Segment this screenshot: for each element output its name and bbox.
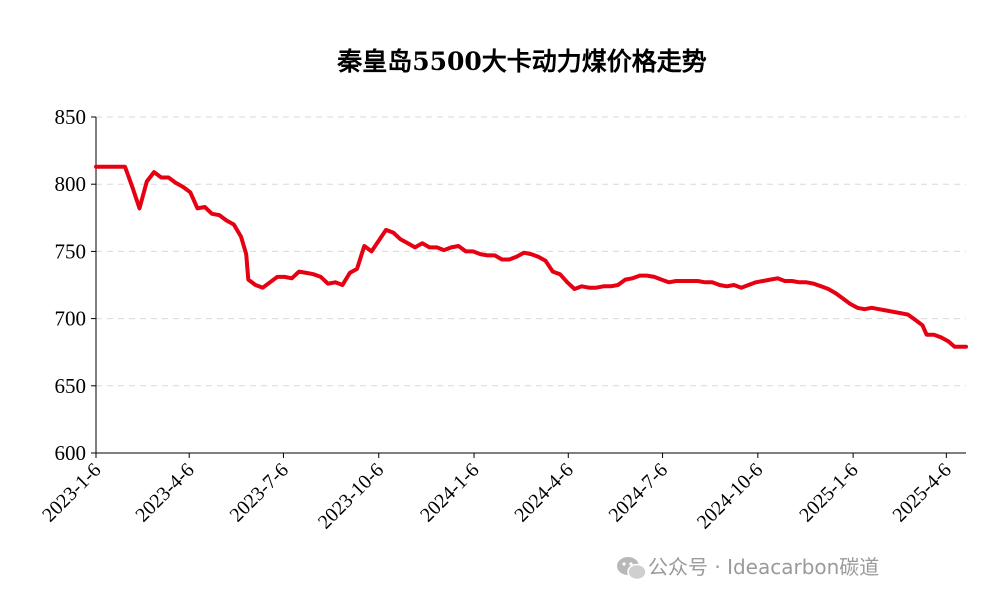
x-tick-label: 2023-10-6 — [314, 459, 388, 533]
wechat-icon — [617, 557, 647, 581]
x-tick-label: 2025-4-6 — [888, 459, 955, 526]
x-tick-label: 2024-1-6 — [416, 459, 483, 526]
grid-lines — [96, 116, 966, 387]
y-tick-label: 850 — [55, 105, 87, 129]
watermark-text: 公众号 · Ideacarbon碳道 — [648, 555, 879, 579]
x-tick-label: 2023-4-6 — [131, 459, 198, 526]
y-tick-label: 650 — [55, 374, 87, 398]
y-tick-label: 700 — [55, 307, 87, 331]
watermark: 公众号 · Ideacarbon碳道 — [617, 555, 879, 581]
x-axis-ticks: 2023-1-6 2023-4-6 2023-7-6 2023-10-6 2024-1-… — [38, 453, 956, 533]
price-line — [94, 164, 968, 349]
y-tick-label: 750 — [55, 239, 87, 263]
x-tick-label: 2025-1-6 — [795, 459, 862, 526]
x-tick-label: 2024-10-6 — [693, 459, 767, 533]
x-tick-label: 2024-4-6 — [510, 459, 577, 526]
y-tick-label: 600 — [55, 441, 87, 465]
chart-title: 秦皇岛5500大卡动力煤价格走势 — [336, 47, 707, 76]
y-tick-label: 800 — [55, 172, 87, 196]
y-axis-ticks: 600 650 700 750 800 850 — [55, 105, 96, 465]
x-tick-label: 2024-7-6 — [605, 459, 672, 526]
x-tick-label: 2023-1-6 — [38, 459, 105, 526]
x-tick-label: 2023-7-6 — [226, 459, 293, 526]
